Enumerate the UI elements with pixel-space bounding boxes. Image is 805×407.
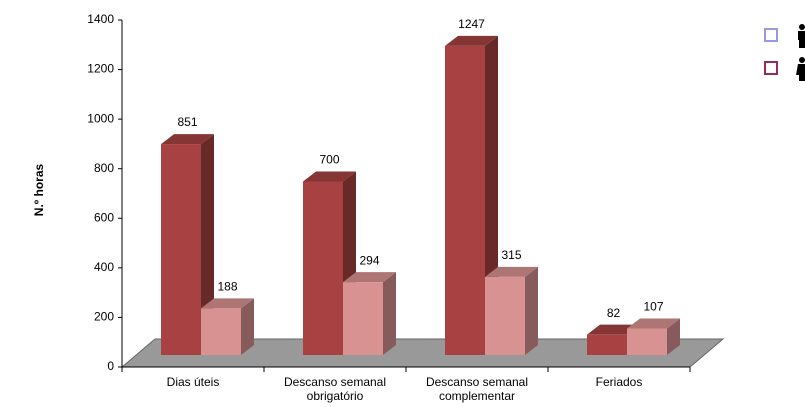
value-label: 188 [217, 280, 237, 294]
woman-icon [796, 57, 805, 81]
bar-top [445, 35, 498, 46]
bar-side [667, 318, 680, 355]
bar-top [485, 266, 538, 277]
bar-side [201, 134, 214, 355]
bar-top [161, 134, 214, 145]
bar-top [201, 298, 254, 309]
bar-top [343, 272, 396, 283]
bar-top [303, 171, 356, 182]
value-label: 851 [177, 115, 197, 129]
value-label: 294 [359, 253, 379, 267]
bar-side [241, 298, 254, 355]
y-tick-label: 1400 [87, 12, 114, 26]
legend [764, 24, 805, 81]
x-tick-label: Dias úteis [166, 375, 220, 389]
bar [627, 328, 667, 355]
y-tick-label: 200 [94, 310, 114, 324]
x-tick-label: Descanso semanal complementar [425, 375, 529, 403]
x-tick-label: Feriados [595, 375, 643, 389]
y-tick-label: 1000 [87, 111, 114, 125]
legend-swatch [764, 61, 778, 75]
bar [485, 276, 525, 355]
bar [201, 308, 241, 355]
bar-side [383, 272, 396, 355]
x-tick-label: Descanso semanal obrigatório [283, 375, 387, 403]
bar [343, 282, 383, 355]
y-axis-label: N.º horas [32, 163, 46, 216]
y-tick-label: 0 [107, 359, 114, 373]
legend-swatch [764, 28, 778, 42]
bar-side [525, 266, 538, 355]
bar [587, 334, 627, 355]
bar-top [587, 324, 640, 335]
value-label: 82 [607, 306, 621, 320]
value-label: 1247 [458, 17, 485, 31]
y-tick-label: 400 [94, 260, 114, 274]
bar [161, 144, 201, 355]
value-label: 700 [319, 153, 339, 167]
value-label: 315 [501, 248, 521, 262]
y-tick-label: 800 [94, 161, 114, 175]
bar [445, 45, 485, 355]
man-icon [798, 24, 805, 48]
y-tick-label: 1200 [87, 62, 114, 76]
value-label: 107 [643, 300, 663, 314]
y-tick-label: 600 [94, 210, 114, 224]
bar-top [627, 318, 680, 329]
bar [303, 181, 343, 355]
